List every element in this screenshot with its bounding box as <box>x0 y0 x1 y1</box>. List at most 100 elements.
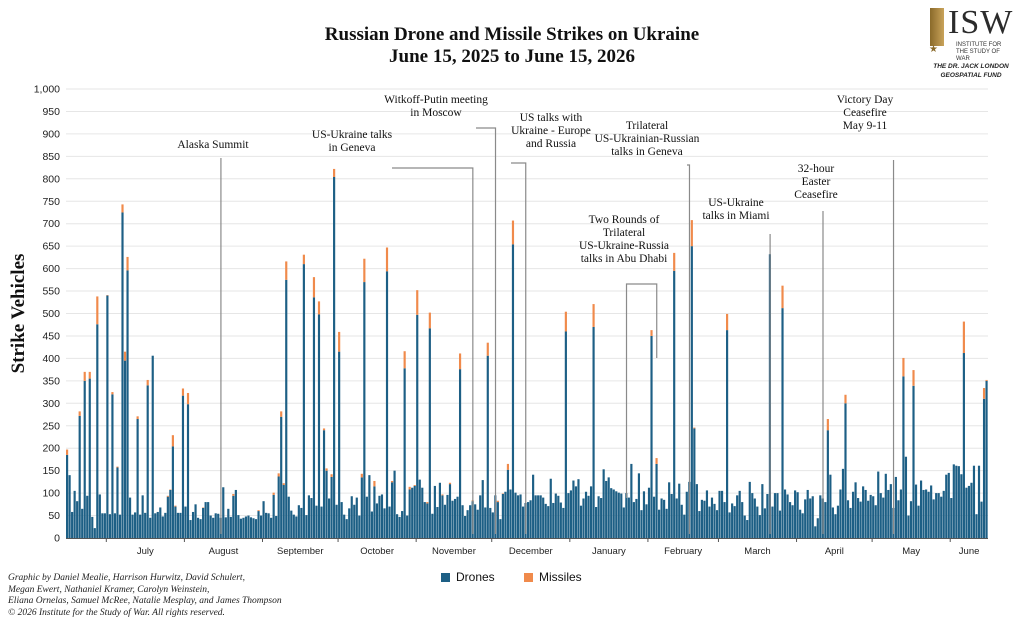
drone-bar <box>922 489 925 538</box>
drone-bar <box>139 514 142 538</box>
drone-bar <box>685 491 688 538</box>
missile-bar <box>171 435 174 447</box>
drone-bar <box>718 490 721 538</box>
annotation-label: Trilateral <box>603 227 645 239</box>
drone-bar <box>864 489 867 538</box>
drone-bar <box>360 477 363 538</box>
missile-bar <box>116 466 119 468</box>
drone-bar <box>690 246 693 538</box>
drone-bar <box>174 506 177 538</box>
credit-line: © 2026 Institute for the Study of War. A… <box>8 607 225 618</box>
drone-bar <box>204 502 207 538</box>
drone-bar <box>640 510 643 538</box>
drone-bar <box>952 464 955 538</box>
drone-bar <box>234 489 237 538</box>
drone-bar <box>433 485 436 538</box>
drone-bar <box>390 482 394 538</box>
drone-bar <box>194 504 197 538</box>
drone-bar <box>733 506 736 538</box>
drone-bar <box>582 498 585 538</box>
drone-bar <box>365 496 368 538</box>
drone-bar <box>564 331 567 538</box>
missile-bar <box>985 379 988 381</box>
missile-bar <box>403 351 406 369</box>
x-tick-label: June <box>959 546 980 557</box>
drone-bar <box>396 514 399 538</box>
drone-bar <box>159 507 162 538</box>
missile-bar <box>88 371 91 379</box>
drone-bar <box>501 493 504 538</box>
drone-bar <box>310 498 313 538</box>
drone-bar <box>484 507 487 538</box>
drone-bar <box>254 519 258 538</box>
missile-bar <box>844 394 847 404</box>
drone-bar <box>453 498 457 538</box>
annotation-label: in Geneva <box>329 142 376 154</box>
missile-bar <box>111 392 114 395</box>
drone-bar <box>851 491 855 538</box>
missile-bar <box>496 500 499 503</box>
legend-label-missiles: Missiles <box>539 570 582 584</box>
drone-bar <box>426 503 429 538</box>
missile-bar <box>232 493 235 496</box>
drone-bar <box>207 502 210 538</box>
drone-bar <box>181 395 185 538</box>
drone-bar <box>577 479 580 538</box>
drone-bar <box>406 515 409 538</box>
drone-bar <box>295 516 298 538</box>
drone-bar <box>617 492 620 538</box>
annotation-label: US-Ukraine-Russia <box>579 240 669 252</box>
drone-bar <box>632 502 635 538</box>
y-tick-label: 700 <box>42 218 60 230</box>
drone-bar <box>156 511 159 538</box>
drone-bar <box>275 515 278 538</box>
drone-bar <box>635 498 638 538</box>
drone-bar <box>265 512 268 538</box>
drone-bar <box>446 494 449 538</box>
drone-bar <box>642 491 646 538</box>
drone-bar <box>602 469 605 538</box>
annotation-leader <box>392 167 474 534</box>
missile-bar <box>511 220 515 245</box>
drone-bar <box>383 508 386 538</box>
annotation-label: 32-hour <box>798 163 835 175</box>
drone-bar <box>350 496 353 538</box>
drone-bar <box>738 490 741 538</box>
drone-bar <box>655 463 658 538</box>
drone-bar <box>239 518 242 538</box>
missile-bar <box>285 261 288 280</box>
drone-bar <box>186 404 190 538</box>
logo-subtitle: INSTITUTE FOR THE STUDY OF WAR <box>956 42 1002 62</box>
drone-bar <box>663 499 666 538</box>
drone-bar <box>171 446 174 538</box>
missile-bar <box>458 353 462 370</box>
drone-bar <box>703 500 706 538</box>
drone-bar <box>86 495 89 538</box>
drone-bar <box>252 518 255 538</box>
drone-bar <box>519 494 522 538</box>
drone-bar <box>474 504 477 538</box>
drone-bar <box>904 456 908 538</box>
drone-bar <box>907 515 910 538</box>
drone-bar <box>874 505 877 538</box>
drone-bar <box>73 490 76 538</box>
drone-bar <box>403 368 406 538</box>
drone-bar <box>647 487 651 538</box>
drone-bar <box>794 490 797 538</box>
y-tick-label: 950 <box>42 106 60 118</box>
drone-bar <box>348 508 351 538</box>
drone-bar <box>91 516 94 538</box>
missile-bar <box>390 480 394 483</box>
legend-item-drones: Drones <box>441 570 495 584</box>
missile-bar <box>302 254 305 265</box>
drone-bar <box>443 504 447 538</box>
drone-bar <box>398 516 401 538</box>
drone-bar <box>713 503 716 538</box>
x-tick-label: February <box>664 546 702 557</box>
drone-bar <box>736 495 739 538</box>
drone-bar <box>411 487 414 538</box>
drone-bar <box>670 493 673 538</box>
drone-bar <box>743 515 746 538</box>
missile-bar <box>912 370 915 386</box>
drone-bar <box>131 514 134 538</box>
